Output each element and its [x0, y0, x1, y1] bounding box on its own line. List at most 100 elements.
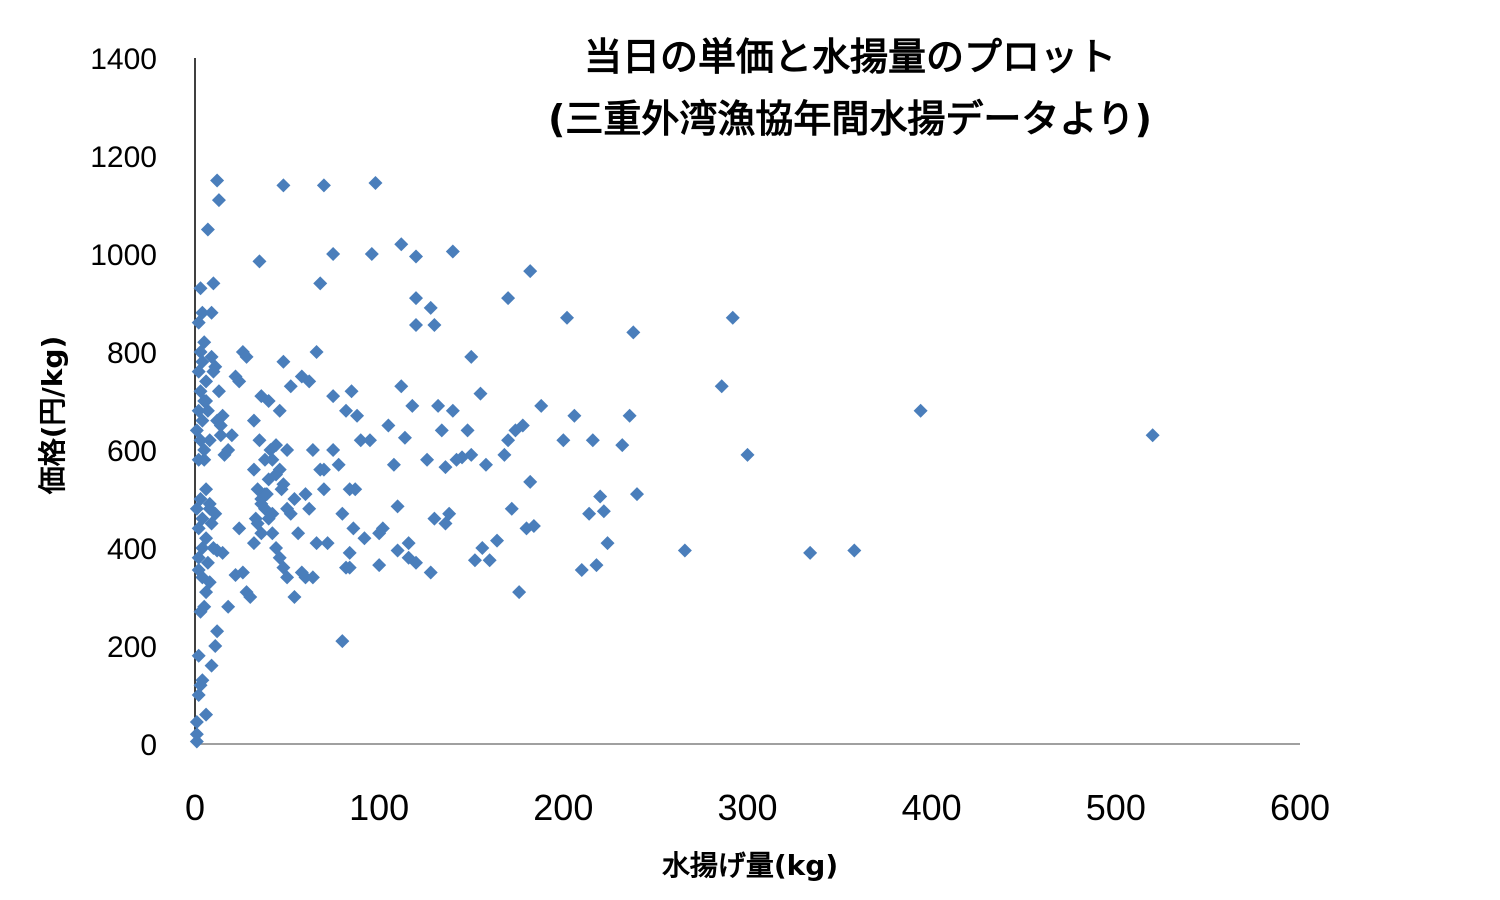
data-point: [401, 536, 416, 551]
data-point: [199, 374, 214, 389]
data-point: [409, 291, 423, 306]
data-point: [200, 403, 215, 418]
data-point: [206, 276, 221, 291]
data-point: [478, 457, 493, 472]
data-point: [189, 734, 204, 749]
data-point: [512, 585, 527, 600]
chart-title-line-2: (三重外湾漁協年間水揚データより): [548, 97, 1152, 141]
data-point: [211, 193, 226, 208]
data-point: [381, 418, 396, 433]
data-point: [248, 511, 263, 526]
data-point: [475, 541, 490, 555]
data-point: [515, 418, 530, 433]
data-point: [252, 433, 267, 448]
data-point: [213, 428, 228, 443]
x-tick-label: 600: [1270, 787, 1330, 828]
data-point: [195, 354, 210, 369]
y-axis-label: 価格(円/kg): [36, 336, 69, 496]
data-point: [326, 247, 341, 261]
y-tick-label: 200: [107, 631, 157, 664]
data-point: [210, 173, 225, 188]
data-point: [208, 639, 223, 653]
y-tick-label: 0: [140, 729, 157, 762]
data-point: [913, 403, 928, 418]
data-point: [497, 447, 512, 462]
data-point: [582, 506, 597, 521]
data-point: [221, 599, 236, 614]
data-point: [585, 433, 600, 448]
data-point: [630, 487, 644, 502]
data-point: [195, 673, 210, 688]
data-point: [445, 244, 460, 259]
data-point: [335, 506, 350, 521]
data-point: [316, 462, 331, 477]
data-point: [362, 433, 377, 448]
data-point: [427, 511, 442, 526]
data-point: [191, 403, 206, 418]
data-point: [714, 379, 729, 394]
data-point: [197, 452, 212, 467]
data-point: [504, 501, 519, 516]
data-point: [372, 558, 387, 573]
data-point: [405, 398, 420, 413]
data-point: [326, 443, 341, 457]
y-tick-label: 600: [107, 435, 157, 468]
x-tick-label: 0: [185, 787, 205, 828]
data-point: [375, 521, 390, 536]
data-point: [199, 394, 214, 408]
data-point: [626, 325, 641, 340]
data-point: [211, 384, 226, 399]
data-point: [335, 634, 350, 649]
data-point: [331, 457, 346, 472]
data-point: [298, 570, 313, 585]
data-point: [283, 506, 298, 521]
data-point: [200, 222, 215, 237]
data-point: [259, 487, 274, 502]
data-point: [298, 487, 313, 502]
data-point: [291, 526, 306, 541]
x-tick-label: 100: [349, 787, 409, 828]
data-point: [232, 521, 247, 536]
data-point: [246, 462, 261, 477]
data-point: [200, 555, 215, 570]
data-point: [464, 349, 479, 364]
data-point: [390, 543, 405, 558]
data-point: [274, 482, 289, 497]
data-point: [191, 688, 206, 702]
data-point: [280, 570, 295, 585]
data-point: [560, 310, 575, 325]
data-point: [232, 374, 247, 389]
y-tick-labels: 0 200 400 600 800 1000 1200 1400: [90, 43, 157, 762]
data-point: [213, 418, 228, 433]
data-point: [431, 398, 446, 413]
data-point: [208, 359, 223, 374]
data-point: [567, 408, 582, 423]
data-point: [189, 727, 204, 742]
data-point: [199, 707, 214, 722]
data-point: [210, 624, 225, 639]
data-point: [204, 658, 219, 673]
data-point: [556, 433, 571, 448]
y-tick-label: 800: [107, 337, 157, 370]
data-point: [261, 511, 276, 526]
data-point: [191, 563, 206, 578]
data-point: [189, 423, 204, 438]
data-point: [622, 408, 637, 423]
data-points: [189, 173, 1160, 749]
x-axis-label: 水揚げ量(kg): [662, 849, 838, 882]
data-point: [239, 349, 254, 364]
x-tick-label: 500: [1086, 787, 1146, 828]
data-point: [615, 438, 630, 453]
data-point: [252, 254, 267, 269]
data-point: [490, 533, 505, 548]
data-point: [197, 599, 212, 614]
data-point: [202, 433, 217, 448]
x-tick-labels: 0 100 200 300 400 500 600: [185, 787, 1330, 828]
data-point: [224, 428, 239, 443]
y-tick-label: 1400: [90, 43, 157, 76]
data-point: [523, 264, 538, 279]
data-point: [221, 443, 236, 457]
data-point: [534, 398, 549, 413]
data-point: [302, 501, 317, 516]
